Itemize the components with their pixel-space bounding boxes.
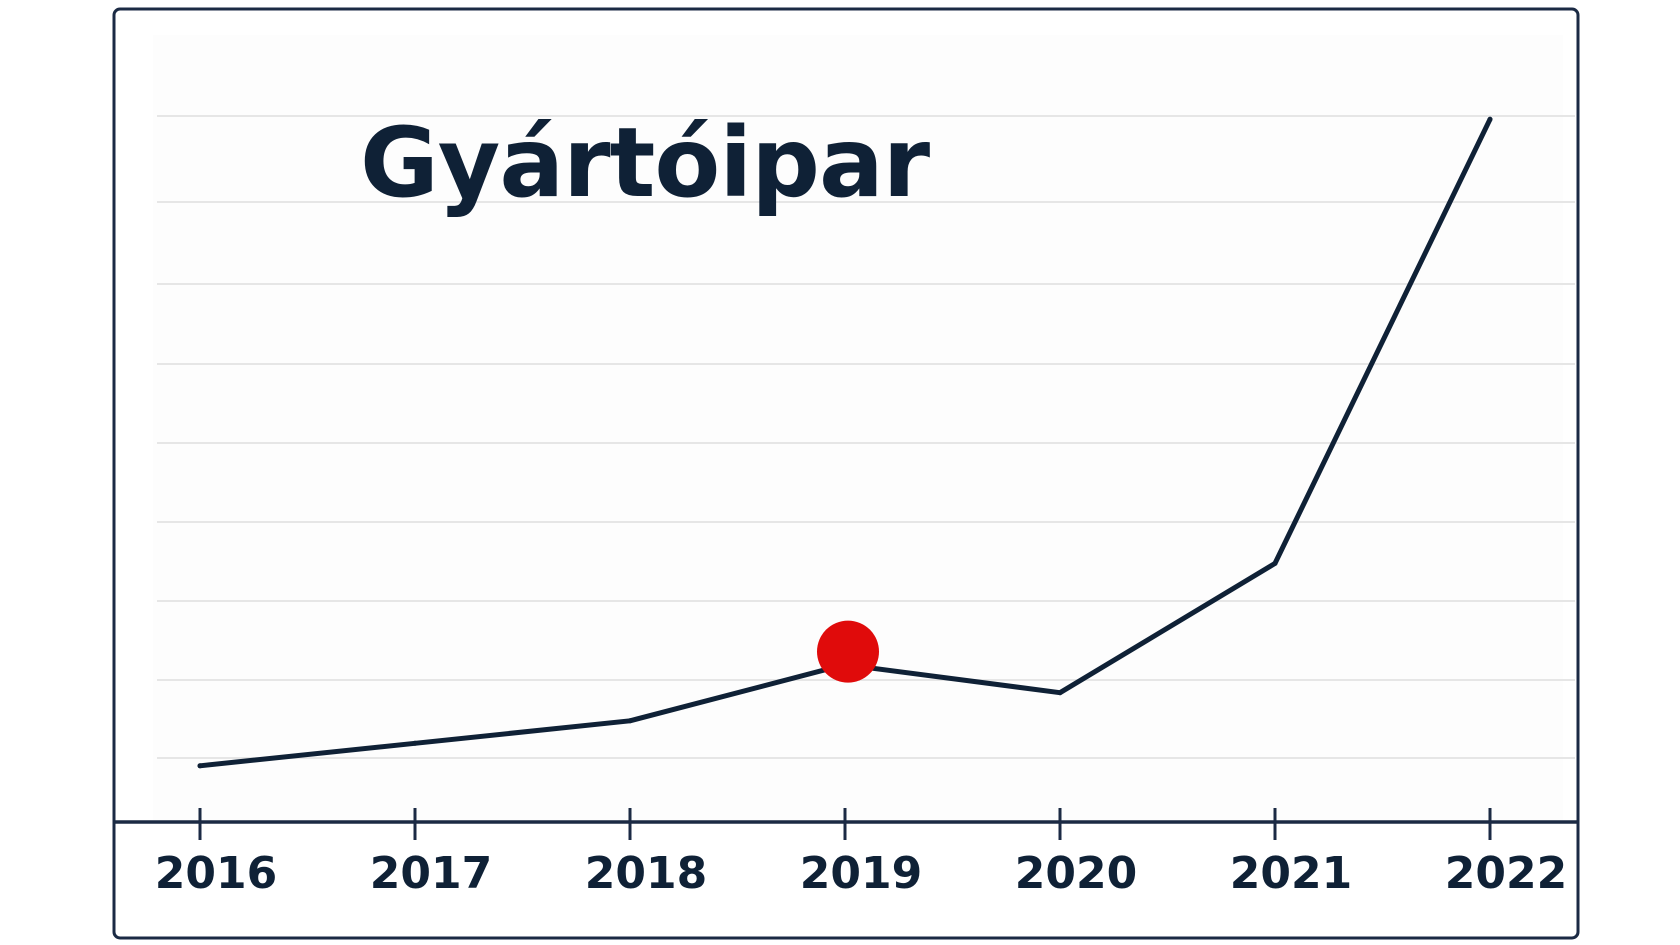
x-tick-label: 2021 — [1230, 848, 1352, 899]
data-point — [412, 740, 418, 746]
highlight-marker — [817, 620, 879, 683]
x-tick-label: 2017 — [370, 848, 492, 899]
plot-background — [153, 35, 1563, 820]
data-point — [1057, 690, 1063, 696]
series-layer — [197, 116, 1493, 769]
chart-title: Gyártóipar — [360, 107, 931, 219]
x-tick-label: 2022 — [1445, 848, 1567, 899]
x-tick-label: 2020 — [1015, 848, 1137, 899]
x-axis-tick-labels: 2016 2017 2018 2019 2020 2021 2022 — [155, 848, 1567, 899]
x-tick-label: 2016 — [155, 848, 277, 899]
x-axis-ticks — [198, 808, 1492, 840]
chart-border — [112, 7, 1580, 940]
data-point — [627, 718, 633, 724]
data-point — [1272, 560, 1278, 566]
data-point — [197, 763, 203, 769]
data-point — [1487, 116, 1493, 122]
x-tick-label: 2018 — [585, 848, 707, 899]
x-tick-label: 2019 — [800, 848, 922, 899]
gridlines — [157, 115, 1575, 759]
